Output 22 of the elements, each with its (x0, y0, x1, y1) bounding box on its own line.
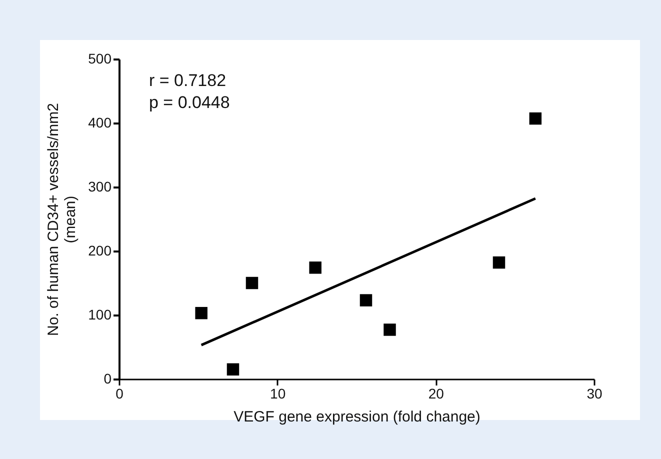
y-axis-title: No. of human CD34+ vessels/mm2 (mean) (45, 102, 80, 336)
point (195, 306, 208, 320)
x-tick-label: 30 (586, 386, 602, 402)
y-tick-label: 0 (104, 370, 112, 386)
x-tick-label: 20 (428, 386, 444, 402)
x-tick-label: 0 (116, 386, 124, 402)
y-tick-label: 400 (88, 114, 112, 130)
annotation: r = 0.7182 (149, 71, 226, 90)
point (360, 294, 372, 306)
point (492, 256, 506, 269)
y-tick-label: 100 (88, 306, 112, 322)
point (529, 112, 542, 125)
x-tick-label: 10 (270, 386, 286, 402)
y-tick-label: 500 (88, 50, 112, 66)
annotation: p = 0.0448 (149, 93, 230, 112)
point (309, 262, 322, 274)
y-tick-label: 300 (88, 178, 112, 194)
point (384, 324, 396, 336)
point (226, 363, 240, 376)
x-axis-title: VEGF gene expression (fold change) (234, 408, 480, 426)
point (246, 276, 258, 290)
y-tick-label: 200 (88, 242, 112, 258)
